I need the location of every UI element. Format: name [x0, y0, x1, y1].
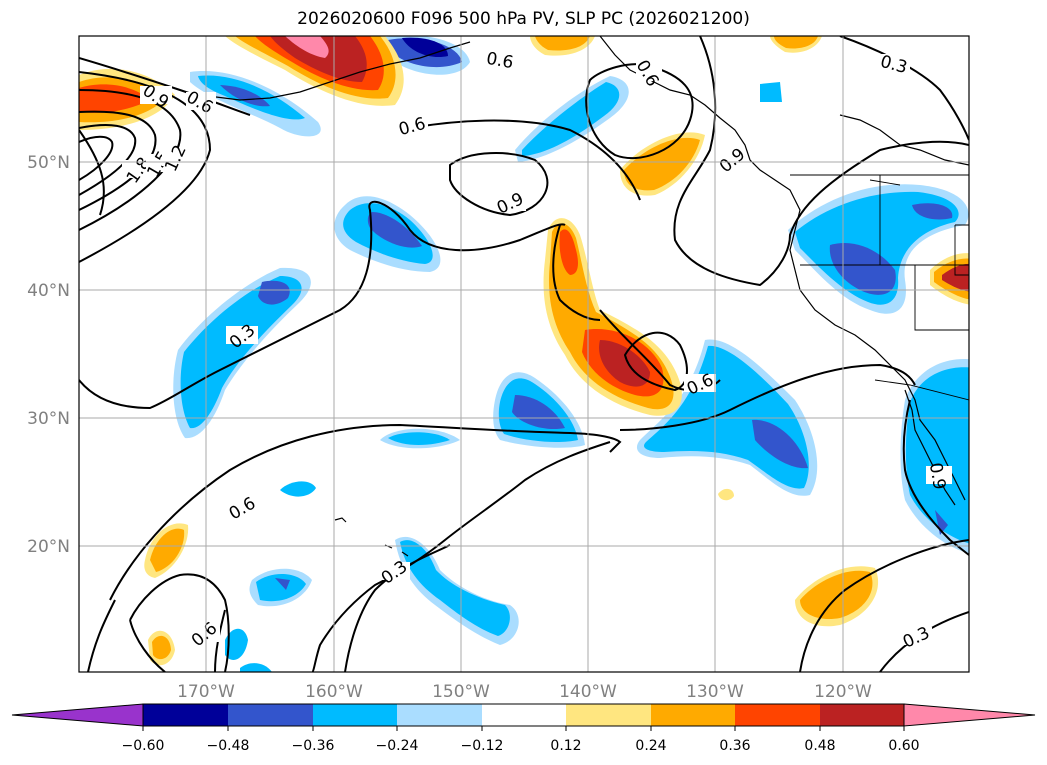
lon-label: 170°W: [177, 682, 235, 702]
lon-label: 140°W: [559, 682, 617, 702]
colorbar-segment: [566, 704, 651, 726]
lat-label: 40°N: [27, 281, 70, 301]
colorbar-segment: [143, 704, 228, 726]
lat-label: 50°N: [27, 153, 70, 173]
colorbar-segment: [820, 704, 904, 726]
colorbar-segment: [228, 704, 313, 726]
latitude-labels: 50°N 40°N 30°N 20°N: [27, 153, 70, 557]
colorbar-outline: [142, 703, 905, 727]
colorbar-extend-max: [903, 703, 1036, 727]
colorbar-segment: [313, 704, 397, 726]
contour-label: 0.6: [485, 49, 515, 73]
colorbar-tick-label: 0.48: [804, 738, 835, 754]
colorbar-segment: [651, 704, 735, 726]
gridlines: [79, 36, 969, 672]
lat-label: 20°N: [27, 537, 70, 557]
colorbar-tick-label: −0.12: [461, 738, 504, 754]
contour-label: 0.9: [925, 461, 949, 491]
map-title: 2026020600 F096 500 hPa PV, SLP PC (2026…: [297, 9, 750, 29]
political-borders: [790, 174, 969, 401]
colorbar-tick-label: 0.60: [888, 738, 919, 754]
lon-label: 160°W: [305, 682, 363, 702]
colorbar-extend-min: [11, 703, 144, 727]
lon-label: 130°W: [686, 682, 744, 702]
longitude-labels: 170°W 160°W 150°W 140°W 130°W 120°W: [177, 682, 872, 702]
lat-label: 30°N: [27, 409, 70, 429]
pv-anomaly-fill: 0.6 0.9 0.6 1.8 1.5 1.2 0.6 0.3 0.9 0.6 …: [79, 36, 969, 672]
colorbar-segment: [482, 704, 566, 726]
colorbar-tick-label: −0.24: [376, 738, 419, 754]
colorbar-tick-label: 0.24: [635, 738, 666, 754]
colorbar-segment: [397, 704, 482, 726]
positive-pv-anomaly-regions: [79, 36, 969, 666]
lon-label: 150°W: [432, 682, 490, 702]
colorbar-tick-label: −0.60: [122, 738, 165, 754]
colorbar: −0.60 −0.48 −0.36 −0.24 −0.12 0.12 0.24 …: [11, 703, 1036, 754]
colorbar-tick-label: −0.36: [292, 738, 335, 754]
colorbar-tick-label: 0.12: [550, 738, 581, 754]
colorbar-tick-label: 0.36: [719, 738, 750, 754]
lon-label: 120°W: [814, 682, 872, 702]
map-frame: [78, 35, 970, 673]
colorbar-ticks: [142, 726, 905, 731]
colorbar-segment: [735, 704, 820, 726]
contour-labels: 0.6 0.9 0.6 1.8 1.5 1.2 0.6 0.3 0.9 0.6 …: [122, 49, 952, 653]
colorbar-tick-label: −0.48: [207, 738, 250, 754]
colorbar-tick-labels: −0.60 −0.48 −0.36 −0.24 −0.12 0.12 0.24 …: [122, 738, 920, 754]
